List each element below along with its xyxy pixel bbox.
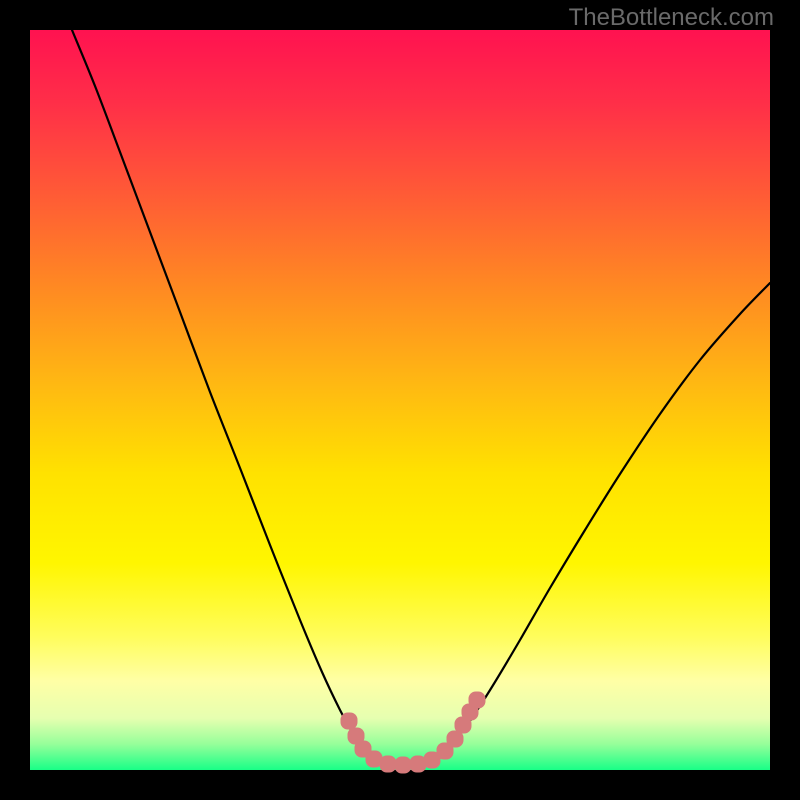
marker-dot xyxy=(469,692,486,709)
watermark-text: TheBottleneck.com xyxy=(569,4,774,32)
highlight-markers xyxy=(341,692,486,774)
marker-dot xyxy=(380,756,397,773)
marker-dot xyxy=(341,713,358,730)
marker-dot xyxy=(395,757,412,774)
curve-layer xyxy=(0,0,800,800)
bottleneck-curve xyxy=(72,30,770,765)
chart-container: TheBottleneck.com xyxy=(0,0,800,800)
